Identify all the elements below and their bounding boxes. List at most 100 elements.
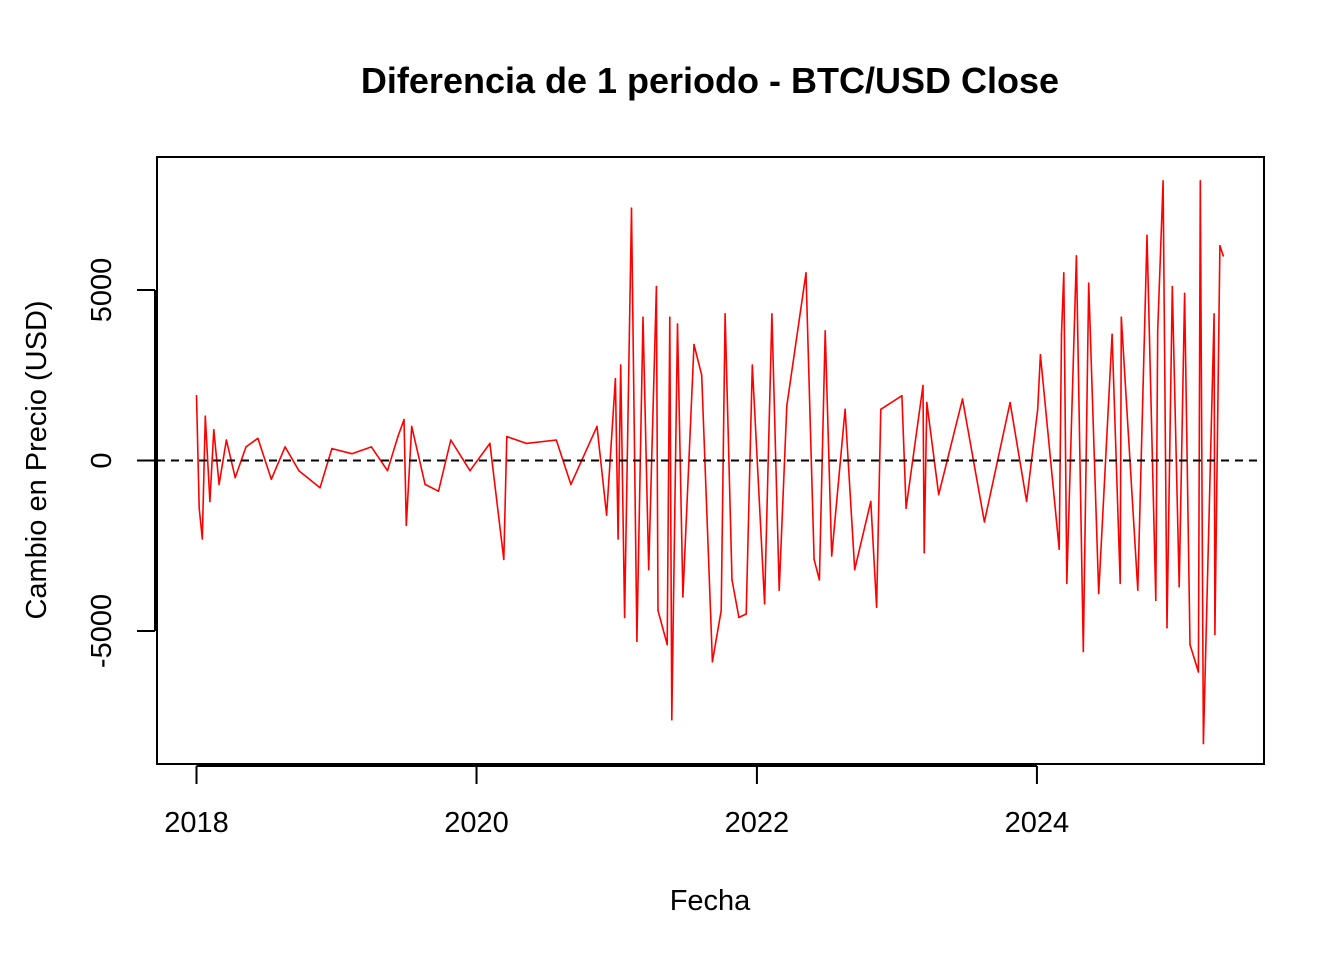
data-point [370,446,373,448]
data-point [1075,255,1078,257]
data-point [853,568,856,571]
data-point [1214,633,1216,636]
data-point [1063,272,1065,274]
data-point [657,609,659,612]
data-point [1146,234,1148,237]
y-tick-label: 0 [86,452,118,468]
data-point [844,408,846,411]
data-point [386,469,389,472]
data-point [1036,408,1039,411]
data-point [209,500,211,503]
data-point [720,609,722,612]
data-point [403,418,405,421]
data-point [614,377,617,380]
data-point [204,415,207,418]
data-point [711,660,714,663]
data-point [201,538,204,540]
data-point [1058,548,1060,550]
data-point [751,364,754,366]
data-point [195,394,198,397]
x-tick-label: 2024 [1005,807,1070,839]
data-point [596,425,598,428]
data-point [937,493,940,496]
data-point [405,524,408,527]
data-point [570,483,572,486]
data-point [397,435,399,438]
data-point [805,272,807,274]
data-point [813,558,815,561]
data-point [605,514,608,516]
data-point [245,446,247,448]
data-point [213,429,215,431]
data-point [830,555,833,557]
data-point [1202,742,1205,745]
data-point [331,447,333,450]
data-point [745,613,747,615]
data-point [437,490,440,493]
data-point [1171,285,1174,288]
data-point [642,316,644,319]
data-point [1087,282,1090,285]
chart-title: Diferencia de 1 periodo - BTC/USD Close [361,60,1059,101]
data-point [1111,333,1113,336]
data-point [1120,316,1123,319]
y-axis-label: Cambio en Precio (USD) [21,300,53,619]
data-point [1025,500,1028,503]
data-point [298,469,300,472]
data-point [1166,626,1168,629]
data-point [424,483,426,486]
data-point [1213,313,1215,315]
data-point [1119,582,1121,585]
data-point [284,446,286,448]
data-point [450,439,452,441]
data-point [1197,671,1200,673]
data-point [778,589,780,591]
x-tick-label: 2022 [725,807,790,839]
data-point [676,323,679,325]
data-point [870,500,872,503]
data-point [1183,292,1186,295]
data-point [1189,643,1191,646]
data-point [636,640,638,642]
data-point [1222,255,1225,257]
data-point [1162,180,1164,182]
data-point [1137,589,1139,591]
data-point [489,442,491,445]
data-point [198,507,200,510]
data-point [1009,401,1011,404]
data-point [666,643,668,646]
data-point [923,551,925,554]
plot-area [157,180,1264,745]
data-point [905,507,907,510]
data-point [225,439,228,441]
data-point [1219,244,1221,247]
data-point [506,435,508,438]
data-point [738,616,740,619]
data-point [647,568,650,571]
data-point [693,343,695,346]
data-point [623,616,626,619]
x-tick-label: 2020 [444,807,509,839]
data-point [1155,599,1157,602]
data-point [700,374,703,377]
data-point [880,408,882,411]
data-point [270,478,273,481]
data-point [1156,330,1159,332]
data-point [503,558,505,561]
y-tick-label: 5000 [86,258,118,323]
data-point [1066,582,1068,585]
data-point [1178,585,1180,588]
data-point [875,606,878,608]
data-point [901,394,903,397]
data-point [824,330,826,332]
data-point [669,316,671,319]
data-point [630,207,633,209]
data-point [961,398,964,400]
data-point [763,602,766,605]
data-point [1082,650,1085,653]
data-point [234,476,236,479]
y-tick-label: -5000 [86,594,118,668]
data-point [1039,354,1042,356]
data-point [469,469,471,472]
